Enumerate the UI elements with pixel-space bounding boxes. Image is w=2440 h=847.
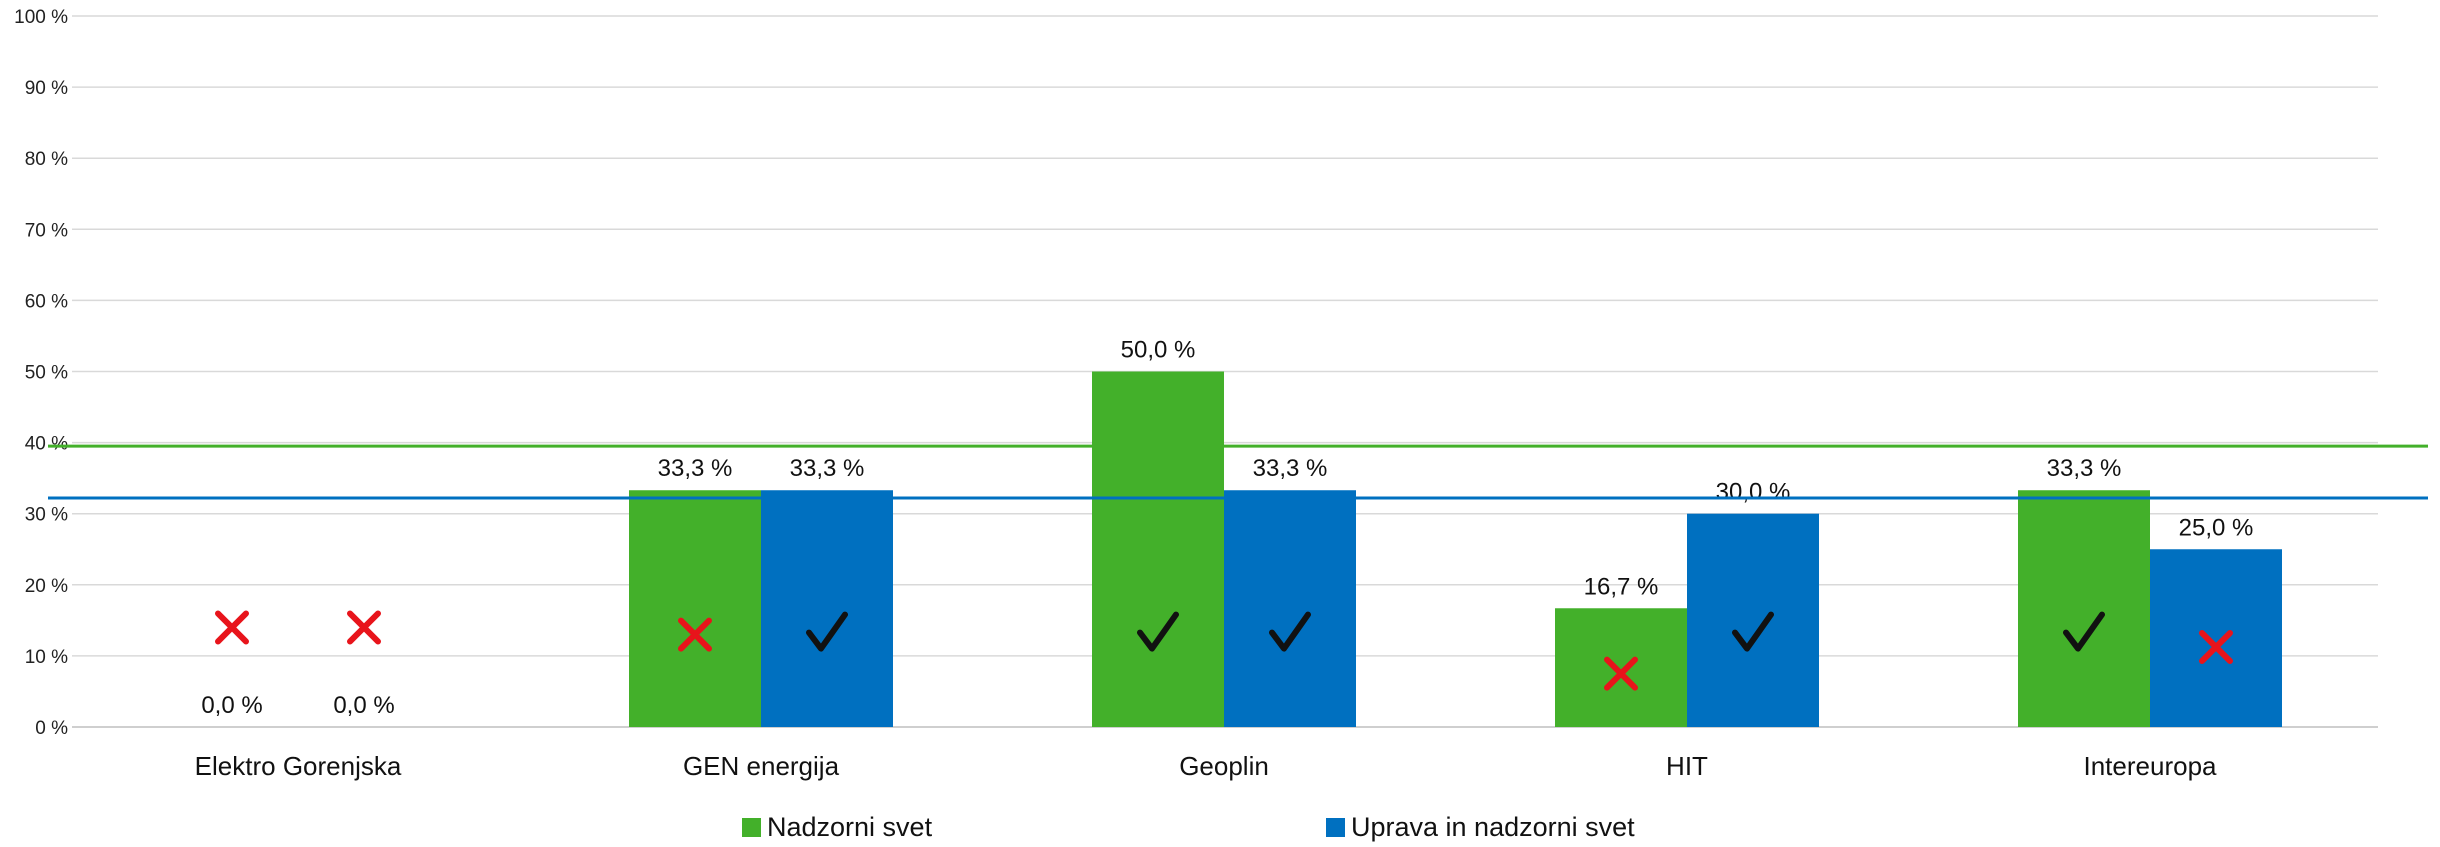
data-label: 25,0 % <box>2179 514 2254 541</box>
y-tick-label: 50 % <box>25 363 68 384</box>
bar <box>761 490 893 727</box>
category-label: Intereuropa <box>2084 751 2218 781</box>
legend-label: Nadzorni svet <box>767 812 933 842</box>
data-label: 33,3 % <box>658 455 733 482</box>
data-label: 33,3 % <box>2047 455 2122 482</box>
bar <box>1092 372 1224 728</box>
bars <box>629 372 2282 728</box>
y-tick-label: 30 % <box>25 505 68 526</box>
data-label: 50,0 % <box>1121 337 1196 364</box>
y-tick-label: 100 % <box>14 7 68 28</box>
cross-icon <box>218 613 246 641</box>
y-tick-label: 60 % <box>25 291 68 312</box>
cross-icon <box>350 613 378 641</box>
bar <box>629 490 761 727</box>
legend-swatch <box>742 818 761 837</box>
category-label: HIT <box>1666 751 1708 781</box>
cross-stroke <box>350 613 378 641</box>
bar <box>2018 490 2150 727</box>
category-label: GEN energija <box>683 751 840 781</box>
category-label: Geoplin <box>1179 751 1269 781</box>
y-tick-label: 0 % <box>35 718 68 739</box>
y-tick-label: 40 % <box>25 434 68 455</box>
y-tick-label: 20 % <box>25 576 68 597</box>
x-axis-categories: Elektro Gorenjska GEN energija Geoplin HIT I… <box>195 751 2217 781</box>
data-label: 0,0 % <box>201 692 262 719</box>
bar <box>1224 490 1356 727</box>
data-label: 30,0 % <box>1716 479 1791 506</box>
y-tick-label: 70 % <box>25 220 68 241</box>
y-axis-ticks: 0 % 10 % 20 % 30 % 40 % 50 % 60 % 70 % 80 % 90 % 1… <box>14 7 68 739</box>
y-tick-label: 80 % <box>25 149 68 170</box>
bar <box>1687 514 1819 727</box>
category-label: Elektro Gorenjska <box>195 751 402 781</box>
y-tick-label: 10 % <box>25 647 68 668</box>
legend-swatch <box>1326 818 1345 837</box>
cross-stroke <box>218 613 246 641</box>
legend: Nadzorni svet Uprava in nadzorni svet <box>742 812 1635 842</box>
data-label: 33,3 % <box>790 455 865 482</box>
data-label: 33,3 % <box>1253 455 1328 482</box>
data-label: 16,7 % <box>1584 573 1659 600</box>
y-tick-label: 90 % <box>25 78 68 99</box>
data-label: 0,0 % <box>333 692 394 719</box>
bar <box>2150 549 2282 727</box>
legend-label: Uprava in nadzorni svet <box>1351 812 1635 842</box>
bar <box>1555 608 1687 727</box>
